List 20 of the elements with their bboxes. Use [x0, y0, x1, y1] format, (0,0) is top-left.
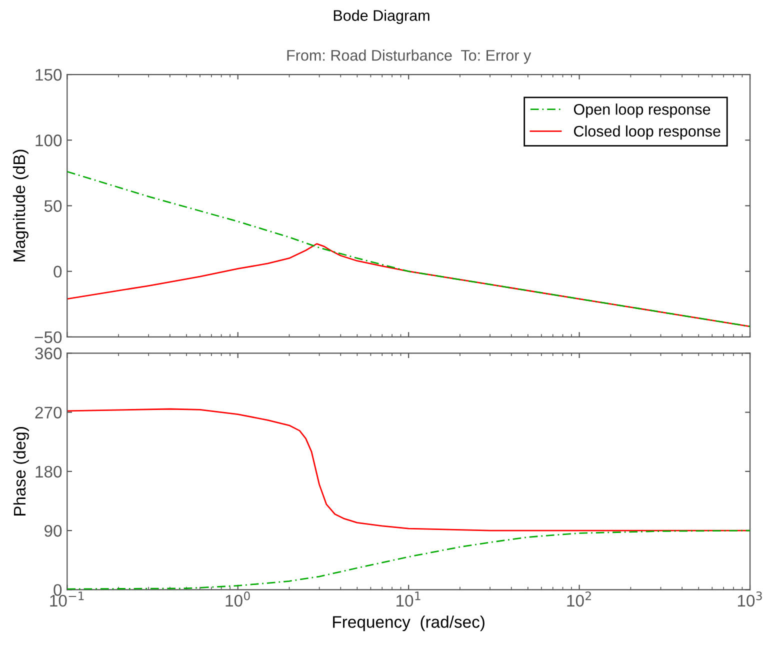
- y-tick-label: 180: [36, 466, 62, 478]
- y-tick-label: 270: [35, 406, 62, 418]
- x-axis-title: Frequency (rad/sec): [333, 616, 484, 632]
- y-tick-label: 50: [44, 200, 62, 212]
- y-tick-label: 100: [36, 134, 62, 146]
- legend-label: Closed loop response: [574, 125, 720, 140]
- chart-subtitle: From: Road Disturbance To: Error y: [287, 50, 532, 64]
- x-tick-label: 10$^{0}$: [226, 591, 250, 607]
- y-tick-label: −50: [34, 331, 62, 344]
- x-tick-label: 10$^{3}$: [738, 591, 762, 607]
- legend-label: Open loop response: [574, 104, 710, 118]
- x-tick-label: 10$^{2}$: [567, 591, 591, 607]
- chart-title: Bode Diagram: [334, 10, 430, 24]
- y-tick-label: 360: [35, 348, 62, 360]
- y-axis-title: Magnitude (dB): [12, 150, 28, 262]
- y-axis-title: Phase (deg): [13, 427, 29, 516]
- y-tick-label: 0: [54, 266, 62, 278]
- y-tick-label: 150: [36, 68, 62, 81]
- x-tick-label: 10$^{1}$: [396, 592, 420, 607]
- y-tick-label: 90: [44, 524, 62, 537]
